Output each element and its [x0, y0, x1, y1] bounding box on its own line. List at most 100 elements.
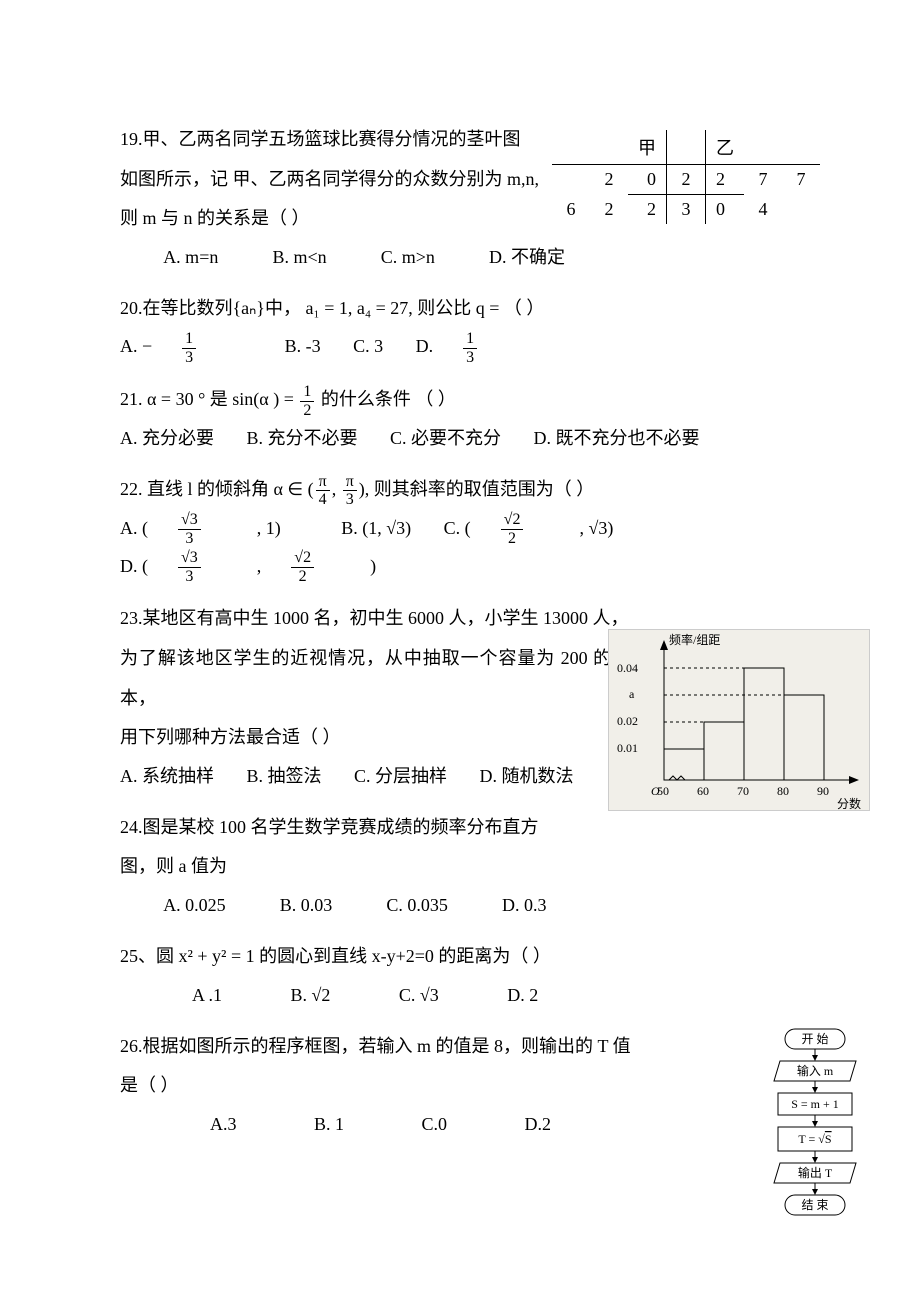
question-20: 20.在等比数列{aₙ}中， a₁ = 1, a₄ = 27, 则公比 q = … — [120, 289, 810, 367]
option-a: A. 系统抽样 — [120, 758, 214, 794]
numerator: √3 — [178, 549, 201, 568]
answer-options: A. (√33, 1) B. (1, √3) C. (√22 , √3) D. … — [120, 510, 810, 586]
flow-step: T = √S — [798, 1132, 831, 1146]
option-b: B. 充分不必要 — [247, 420, 358, 456]
option-b: B. √2 — [255, 977, 331, 1013]
flow-step: S = m + 1 — [791, 1097, 839, 1111]
answer-options: A .1 B. √2 C. √3 D. 2 — [120, 977, 810, 1013]
numerator: √2 — [501, 511, 524, 530]
xtick-label: 90 — [817, 784, 829, 798]
ytick-label: 0.04 — [617, 661, 638, 675]
numerator: √2 — [291, 549, 314, 568]
question-text: 图，则 a 值为 — [120, 847, 630, 887]
option-a: A. 充分必要 — [120, 420, 214, 456]
option-a: A.3 — [165, 1106, 237, 1142]
fraction: √22 — [501, 511, 552, 547]
option-b: B. -3 — [285, 328, 321, 364]
stemleaf-header-right: 乙 — [706, 130, 821, 165]
question-text: 22. 直线 l 的倾斜角 α ∈ (π4, π3), 则其斜率的取值范围为（ … — [120, 470, 810, 510]
question-26: 开 始 输入 m S = m + 1 T = √S 输出 — [120, 1027, 810, 1142]
flowchart-diagram: 开 始 输入 m S = m + 1 T = √S 输出 — [760, 1027, 870, 1262]
question-text: 是（ ） — [120, 1066, 710, 1106]
denominator: 3 — [343, 491, 357, 509]
fraction: √22 — [291, 549, 342, 585]
answer-options: A. −13 B. -3 C. 3 D. 13 — [120, 328, 810, 366]
xtick-label: 50 — [657, 784, 669, 798]
question-text: 为了解该地区学生的近视情况，从中抽取一个容量为 200 的样本， — [120, 639, 630, 718]
option-c: C.0 — [377, 1106, 448, 1142]
ytick-label: 0.01 — [617, 741, 638, 755]
stemleaf-cell: 0 — [628, 165, 667, 195]
option-a: A. (√33, 1) — [120, 510, 309, 548]
answer-options: A. m=n B. m<n C. m>n D. 不确定 — [120, 239, 810, 275]
question-text-part: 21. α = 30 ° 是 sin(α ) = — [120, 389, 298, 409]
numerator: 1 — [182, 330, 196, 349]
answer-options: A. 充分必要 B. 充分不必要 C. 必要不充分 D. 既不充分也不必要 — [120, 420, 810, 456]
stemleaf-cell — [782, 195, 820, 225]
frequency-histogram: 0.04 a 0.02 0.01 O 50 6 — [608, 629, 870, 811]
question-text: 25、圆 x² + y² = 1 的圆心到直线 x-y+2=0 的距离为（ ） — [120, 937, 810, 977]
question-21: 21. α = 30 ° 是 sin(α ) = 12 的什么条件 （ ） A.… — [120, 380, 810, 456]
xtick-label: 60 — [697, 784, 709, 798]
numerator: 1 — [463, 330, 477, 349]
question-text: 24.图是某校 100 名学生数学竞赛成绩的频率分布直方 — [120, 808, 630, 848]
stemleaf-cell: 0 — [706, 195, 745, 225]
option-label: , √3) — [579, 510, 613, 546]
question-23: 23.某地区有高中生 1000 名，初中生 6000 人，小学生 13000 人… — [120, 599, 810, 793]
fraction: π3 — [343, 473, 357, 509]
numerator: 1 — [300, 383, 314, 402]
xtick-label: 70 — [737, 784, 749, 798]
ytick-label: a — [629, 687, 635, 701]
stemleaf-cell: 4 — [744, 195, 782, 225]
denominator: 3 — [178, 530, 201, 548]
stemleaf-cell: 7 — [782, 165, 820, 195]
option-b: B. 0.03 — [258, 887, 332, 923]
denominator: 4 — [316, 491, 330, 509]
fraction: 13 — [182, 330, 224, 366]
option-d: D. 既不充分也不必要 — [534, 420, 700, 456]
option-b: B. 1 — [269, 1106, 344, 1142]
numerator: √3 — [178, 511, 201, 530]
option-b: B. (1, √3) — [341, 510, 411, 546]
question-text: 26.根据如图所示的程序框图，若输入 m 的值是 8，则输出的 T 值 — [120, 1027, 710, 1067]
option-c: C. 0.035 — [365, 887, 448, 923]
answer-options: A.3 B. 1 C.0 D.2 — [120, 1106, 710, 1142]
stemleaf-cell: 2 — [590, 195, 628, 225]
question-text: 21. α = 30 ° 是 sin(α ) = 12 的什么条件 （ ） — [120, 380, 810, 420]
question-text: 20.在等比数列{aₙ}中， a₁ = 1, a₄ = 27, 则公比 q = … — [120, 289, 810, 329]
flow-output: 输出 T — [798, 1165, 833, 1180]
stemleaf-stem: 2 — [667, 165, 706, 195]
option-a: A. 0.025 — [142, 887, 226, 923]
stemleaf-cell: 2 — [628, 195, 667, 225]
option-a: A. m=n — [142, 239, 219, 275]
stemleaf-stem: 3 — [667, 195, 706, 225]
fraction: 13 — [463, 330, 505, 366]
fraction: 12 — [300, 383, 314, 419]
question-text-part: , — [332, 479, 341, 499]
option-label: , — [257, 548, 262, 584]
stemleaf-cell — [552, 165, 590, 195]
fraction: π4 — [316, 473, 330, 509]
stem-leaf-plot: 甲 乙 2 0 2 2 7 7 6 2 2 3 0 4 — [552, 130, 820, 224]
denominator: 3 — [463, 349, 477, 367]
option-b: B. 抽签法 — [247, 758, 322, 794]
flow-start: 开 始 — [801, 1032, 828, 1046]
option-d: D. 随机数法 — [480, 758, 574, 794]
question-text-part: 22. 直线 l 的倾斜角 α ∈ ( — [120, 479, 314, 499]
option-b: B. m<n — [251, 239, 327, 275]
denominator: 2 — [501, 530, 524, 548]
denominator: 3 — [182, 349, 196, 367]
stemleaf-header-stem — [667, 130, 706, 165]
option-a: A .1 — [156, 977, 222, 1013]
option-d: D. 0.3 — [480, 887, 546, 923]
answer-options: A. 0.025 B. 0.03 C. 0.035 D. 0.3 — [120, 887, 630, 923]
xtick-label: 80 — [777, 784, 789, 798]
question-text-part: 的什么条件 （ ） — [321, 389, 456, 409]
flow-end: 结 束 — [801, 1198, 828, 1212]
numerator: π — [316, 473, 330, 492]
denominator: 3 — [178, 568, 201, 586]
stemleaf-cell: 2 — [590, 165, 628, 195]
numerator: π — [343, 473, 357, 492]
question-22: 22. 直线 l 的倾斜角 α ∈ (π4, π3), 则其斜率的取值范围为（ … — [120, 470, 810, 586]
option-label: C. ( — [444, 510, 471, 546]
